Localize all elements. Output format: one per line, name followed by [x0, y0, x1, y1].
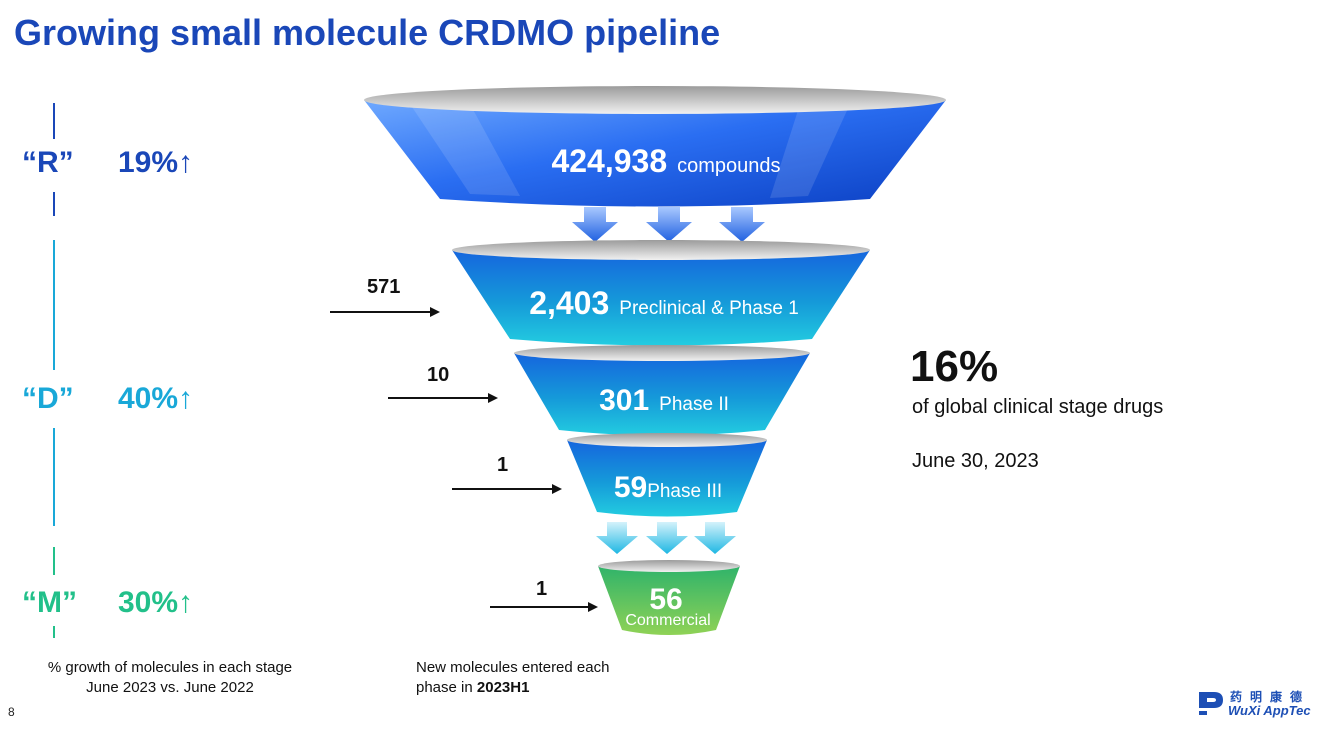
- funnel-tier-phase3: [567, 433, 767, 517]
- entry-arrow-preclinical: [330, 307, 440, 317]
- tier-compounds-rim: [364, 86, 946, 114]
- tier-preclinical-rim: [452, 240, 870, 260]
- tier-compounds-text: 424,938 compounds: [551, 143, 780, 179]
- tier-phase3-body: [567, 440, 767, 517]
- tier-compounds-highlight-2: [770, 104, 850, 198]
- new-commercial-count: 1: [536, 578, 548, 600]
- d-stage-line-bottom: [53, 428, 55, 526]
- tier-preclinical-value: 2,403: [529, 285, 609, 321]
- stage-d-growth: 40%↑: [118, 382, 194, 415]
- tier-commercial-body: [598, 566, 740, 635]
- funnel-tier-preclinical: [452, 240, 870, 346]
- tier-compounds-highlight: [410, 104, 520, 196]
- m-stage-line-bottom: [53, 626, 55, 638]
- tier-phase3-text: 59Phase III: [614, 471, 722, 504]
- down-arrow: [646, 207, 692, 242]
- new-molecules-caption-period: 2023H1: [476, 679, 530, 696]
- stage-m-growth: 30%↑: [118, 586, 194, 619]
- new-phase3-count: 1: [497, 454, 509, 476]
- down-arrows-research: [572, 207, 765, 242]
- tier-phase2-text: 301 Phase II: [599, 384, 729, 417]
- new-molecules-caption: New molecules entered each phase in 2023…: [416, 658, 609, 698]
- tier-preclinical-body: [452, 250, 870, 346]
- stage-m-label: “M”: [22, 586, 77, 619]
- page-title: Growing small molecule CRDMO pipeline: [14, 12, 721, 53]
- entry-arrow-phase2: [388, 393, 498, 403]
- tier-phase3-rim: [567, 433, 767, 447]
- new-phase2-count: 10: [427, 364, 450, 386]
- down-arrow: [694, 522, 736, 554]
- tier-phase3-value: 59: [614, 471, 647, 504]
- tier-commercial-rim: [598, 560, 740, 572]
- entry-arrow-commercial: [490, 602, 598, 612]
- funnel-tier-compounds: [364, 86, 946, 207]
- company-logo: 药明康德 WuXi AppTec: [1196, 688, 1316, 720]
- down-arrows-development: [596, 522, 736, 554]
- tier-phase2-label: Phase II: [659, 394, 729, 415]
- logo-mark-icon: [1196, 692, 1223, 715]
- tier-compounds-body: [364, 100, 946, 207]
- r-stage-line-bottom: [53, 192, 55, 216]
- new-preclinical-count: 571: [367, 276, 401, 298]
- logo-chinese-name: 药明康德: [1230, 690, 1311, 704]
- tier-commercial-value: 56: [649, 583, 682, 616]
- growth-caption-line1: % growth of molecules in each stage: [47, 659, 293, 676]
- tier-commercial-label: Commercial: [625, 612, 710, 629]
- d-stage-line-top: [53, 240, 55, 370]
- tier-preclinical-label: Preclinical & Phase 1: [619, 298, 799, 319]
- new-molecules-caption-prefix: phase in: [416, 679, 477, 696]
- growth-caption: % growth of molecules in each stage June…: [34, 658, 306, 698]
- tier-phase2-body: [514, 353, 810, 436]
- growth-caption-line2: June 2023 vs. June 2022: [86, 679, 254, 696]
- new-molecules-caption-line2: phase in 2023H1: [416, 678, 609, 698]
- tier-phase2-rim: [514, 345, 810, 361]
- entry-arrow-phase3: [452, 484, 562, 494]
- down-arrow: [596, 522, 638, 554]
- global-share-date: June 30, 2023: [912, 450, 1039, 472]
- global-share-pct: 16%: [910, 342, 999, 391]
- tier-phase3-label: Phase III: [647, 481, 722, 502]
- tier-phase2-value: 301: [599, 384, 649, 417]
- logo-english-name: WuXi AppTec: [1228, 703, 1311, 718]
- down-arrow: [719, 207, 765, 242]
- funnel-tier-phase2: [514, 345, 810, 436]
- stage-d-label: “D”: [22, 382, 74, 415]
- page-number: 8: [8, 705, 15, 719]
- stage-r-label: “R”: [22, 146, 74, 179]
- global-share-text: of global clinical stage drugs: [912, 396, 1164, 418]
- new-molecules-caption-line1: New molecules entered each: [416, 659, 610, 676]
- tier-preclinical-text: 2,403 Preclinical & Phase 1: [529, 285, 799, 321]
- down-arrow: [572, 207, 618, 242]
- tier-compounds-value: 424,938: [551, 143, 667, 179]
- tier-compounds-label: compounds: [677, 155, 780, 177]
- stage-r-growth: 19%↑: [118, 146, 194, 179]
- r-stage-line-top: [53, 103, 55, 139]
- funnel-tier-commercial: [598, 560, 740, 635]
- down-arrow: [646, 522, 688, 554]
- m-stage-line-top: [53, 547, 55, 575]
